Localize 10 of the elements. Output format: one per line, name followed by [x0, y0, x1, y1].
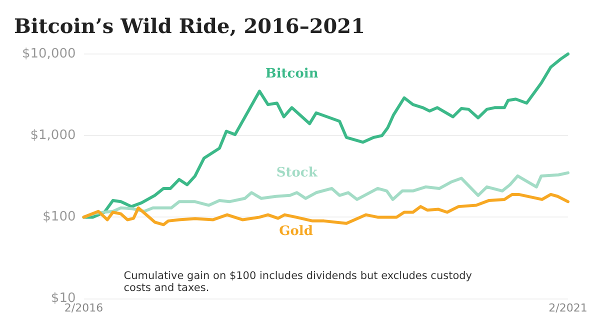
series-label: Bitcoin: [265, 66, 319, 82]
y-tick-label: $1,000: [30, 128, 76, 143]
annotation: Cumulative gain on $100 includes dividends but excludes custody costs and taxes.: [124, 270, 472, 294]
x-tick-label: 2/2016: [64, 301, 104, 314]
series-label: Gold: [279, 224, 313, 240]
y-tick-label: $10,000: [22, 46, 76, 62]
x-tick-label: 2/2021: [548, 301, 588, 314]
series-label: Stock: [276, 166, 318, 181]
chart-title: Bitcoin’s Wild Ride, 2016–2021: [14, 14, 366, 38]
y-tick-label: $100: [42, 210, 76, 225]
